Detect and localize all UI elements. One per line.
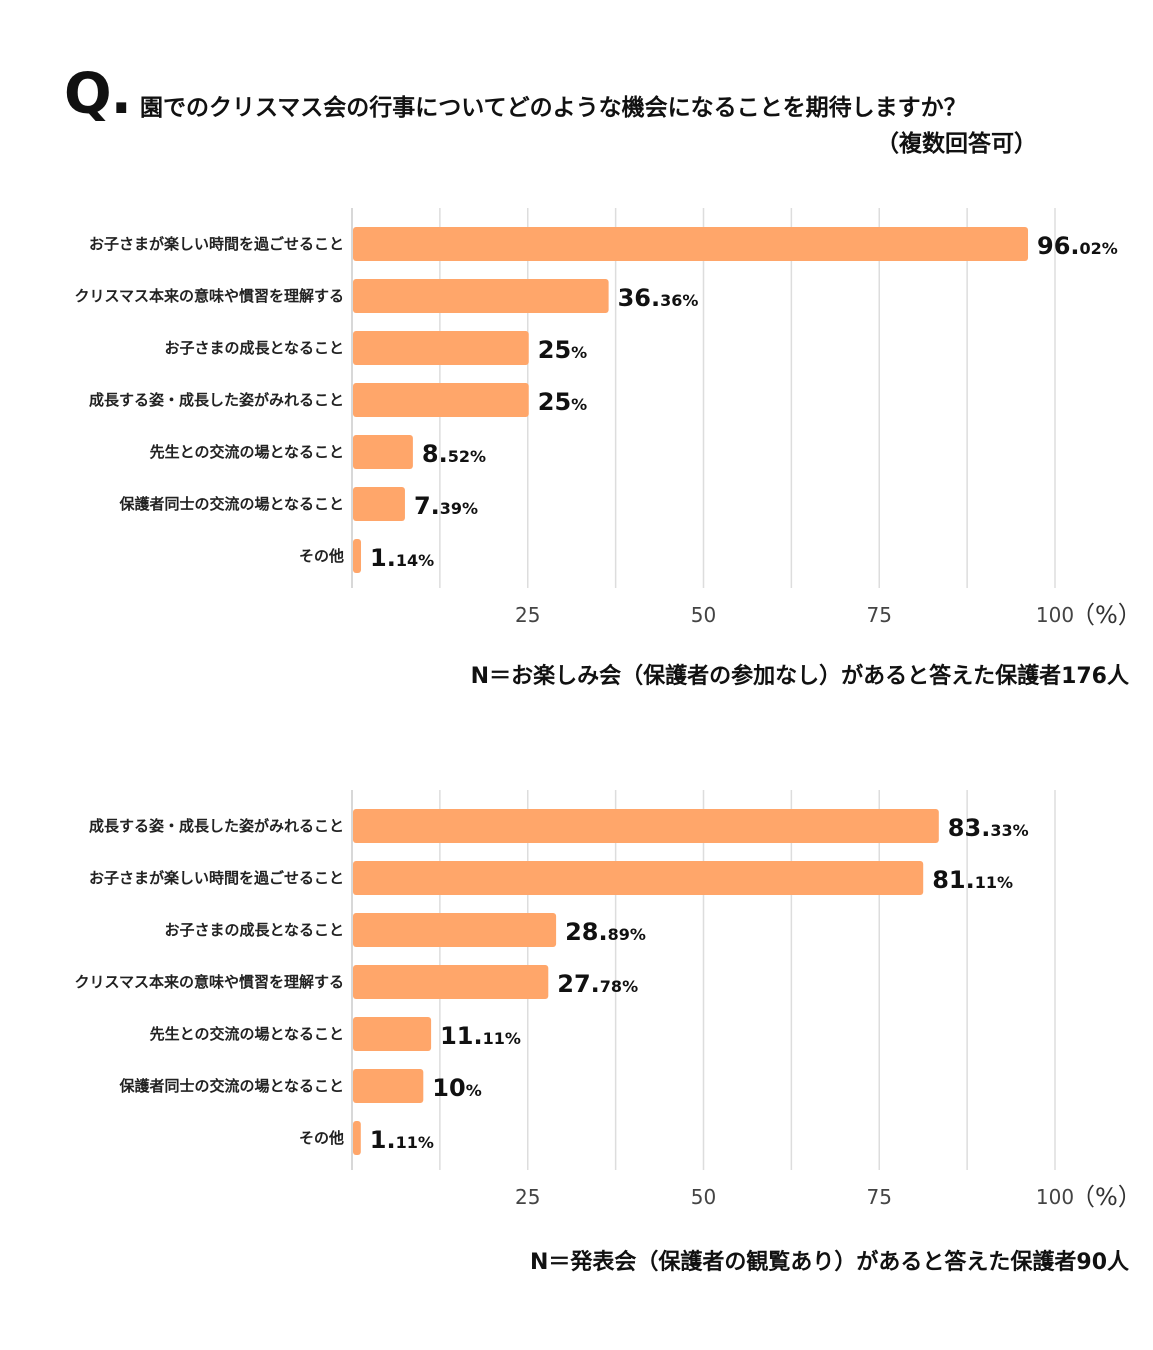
question-subtext: （複数回答可）	[876, 131, 1037, 157]
bar	[353, 1121, 361, 1155]
bar	[353, 435, 413, 469]
bar	[353, 809, 939, 843]
bar	[353, 279, 609, 313]
x-tick-label: 75	[867, 603, 892, 627]
question-mark: Q.	[64, 62, 132, 127]
value-label: 36.36%	[618, 284, 699, 312]
category-label: お子さまの成長となること	[164, 339, 344, 357]
x-tick-label: 75	[867, 1185, 892, 1209]
category-label: クリスマス本来の意味や慣習を理解する	[74, 287, 344, 305]
x-tick-label: 25	[515, 603, 540, 627]
value-label: 8.52%	[422, 440, 486, 468]
bar	[353, 227, 1029, 261]
bar	[353, 965, 549, 999]
value-label: 11.11%	[440, 1022, 521, 1050]
value-label: 81.11%	[932, 866, 1013, 894]
category-label: 保護者同士の交流の場となること	[118, 495, 344, 513]
x-tick-label: 100	[1036, 1185, 1074, 1209]
question-text: 園でのクリスマス会の行事についてどのような機会になることを期待しますか？	[140, 95, 967, 121]
category-label: お子さまが楽しい時間を過ごせること	[89, 235, 344, 253]
x-tick-label: 25	[515, 1185, 540, 1209]
category-label: クリスマス本来の意味や慣習を理解する	[74, 973, 344, 991]
category-label: 先生との交流の場となること	[150, 1025, 344, 1043]
value-label: 83.33%	[948, 814, 1029, 842]
value-label: 1.11%	[370, 1126, 434, 1154]
bar	[353, 1017, 432, 1051]
value-label: 25%	[538, 388, 587, 416]
bar	[353, 913, 557, 947]
bar	[353, 487, 405, 521]
value-label: 7.39%	[414, 492, 478, 520]
x-tick-label: 100	[1036, 603, 1074, 627]
chart-1-note: N＝お楽しみ会（保護者の参加なし）があると答えた保護者176人	[470, 664, 1129, 689]
bar	[353, 331, 529, 365]
x-tick-label: 50	[691, 1185, 716, 1209]
bar	[353, 539, 362, 573]
category-label: 成長する姿・成長した姿がみれること	[89, 391, 344, 409]
value-label: 25%	[538, 336, 587, 364]
category-label: 成長する姿・成長した姿がみれること	[89, 817, 344, 835]
value-label: 96.02%	[1037, 232, 1118, 260]
category-label: お子さまの成長となること	[164, 921, 344, 939]
bar	[353, 383, 529, 417]
value-label: 1.14%	[370, 544, 434, 572]
chart-2: 25 50 75 100（%） 成長する姿・成長した姿がみれること 83.33% お子さまが…	[74, 790, 1142, 1211]
bar	[353, 1069, 424, 1103]
value-label: 28.89%	[565, 918, 646, 946]
unit-label: （%）	[1071, 601, 1142, 629]
unit-label: （%）	[1071, 1183, 1142, 1211]
category-label: お子さまが楽しい時間を過ごせること	[89, 869, 344, 887]
chart-2-note: N＝発表会（保護者の観覧あり）があると答えた保護者90人	[529, 1250, 1129, 1275]
chart-1: 25 50 75 100（%） お子さまが楽しい時間を過ごせること 96.02% クリスマス…	[74, 208, 1142, 629]
value-label: 27.78%	[557, 970, 638, 998]
category-label: その他	[299, 547, 344, 565]
category-label: 保護者同士の交流の場となること	[118, 1077, 344, 1095]
category-label: 先生との交流の場となること	[150, 443, 344, 461]
category-label: その他	[299, 1129, 344, 1147]
x-tick-label: 50	[691, 603, 716, 627]
value-label: 10%	[432, 1074, 481, 1102]
bar	[353, 861, 924, 895]
